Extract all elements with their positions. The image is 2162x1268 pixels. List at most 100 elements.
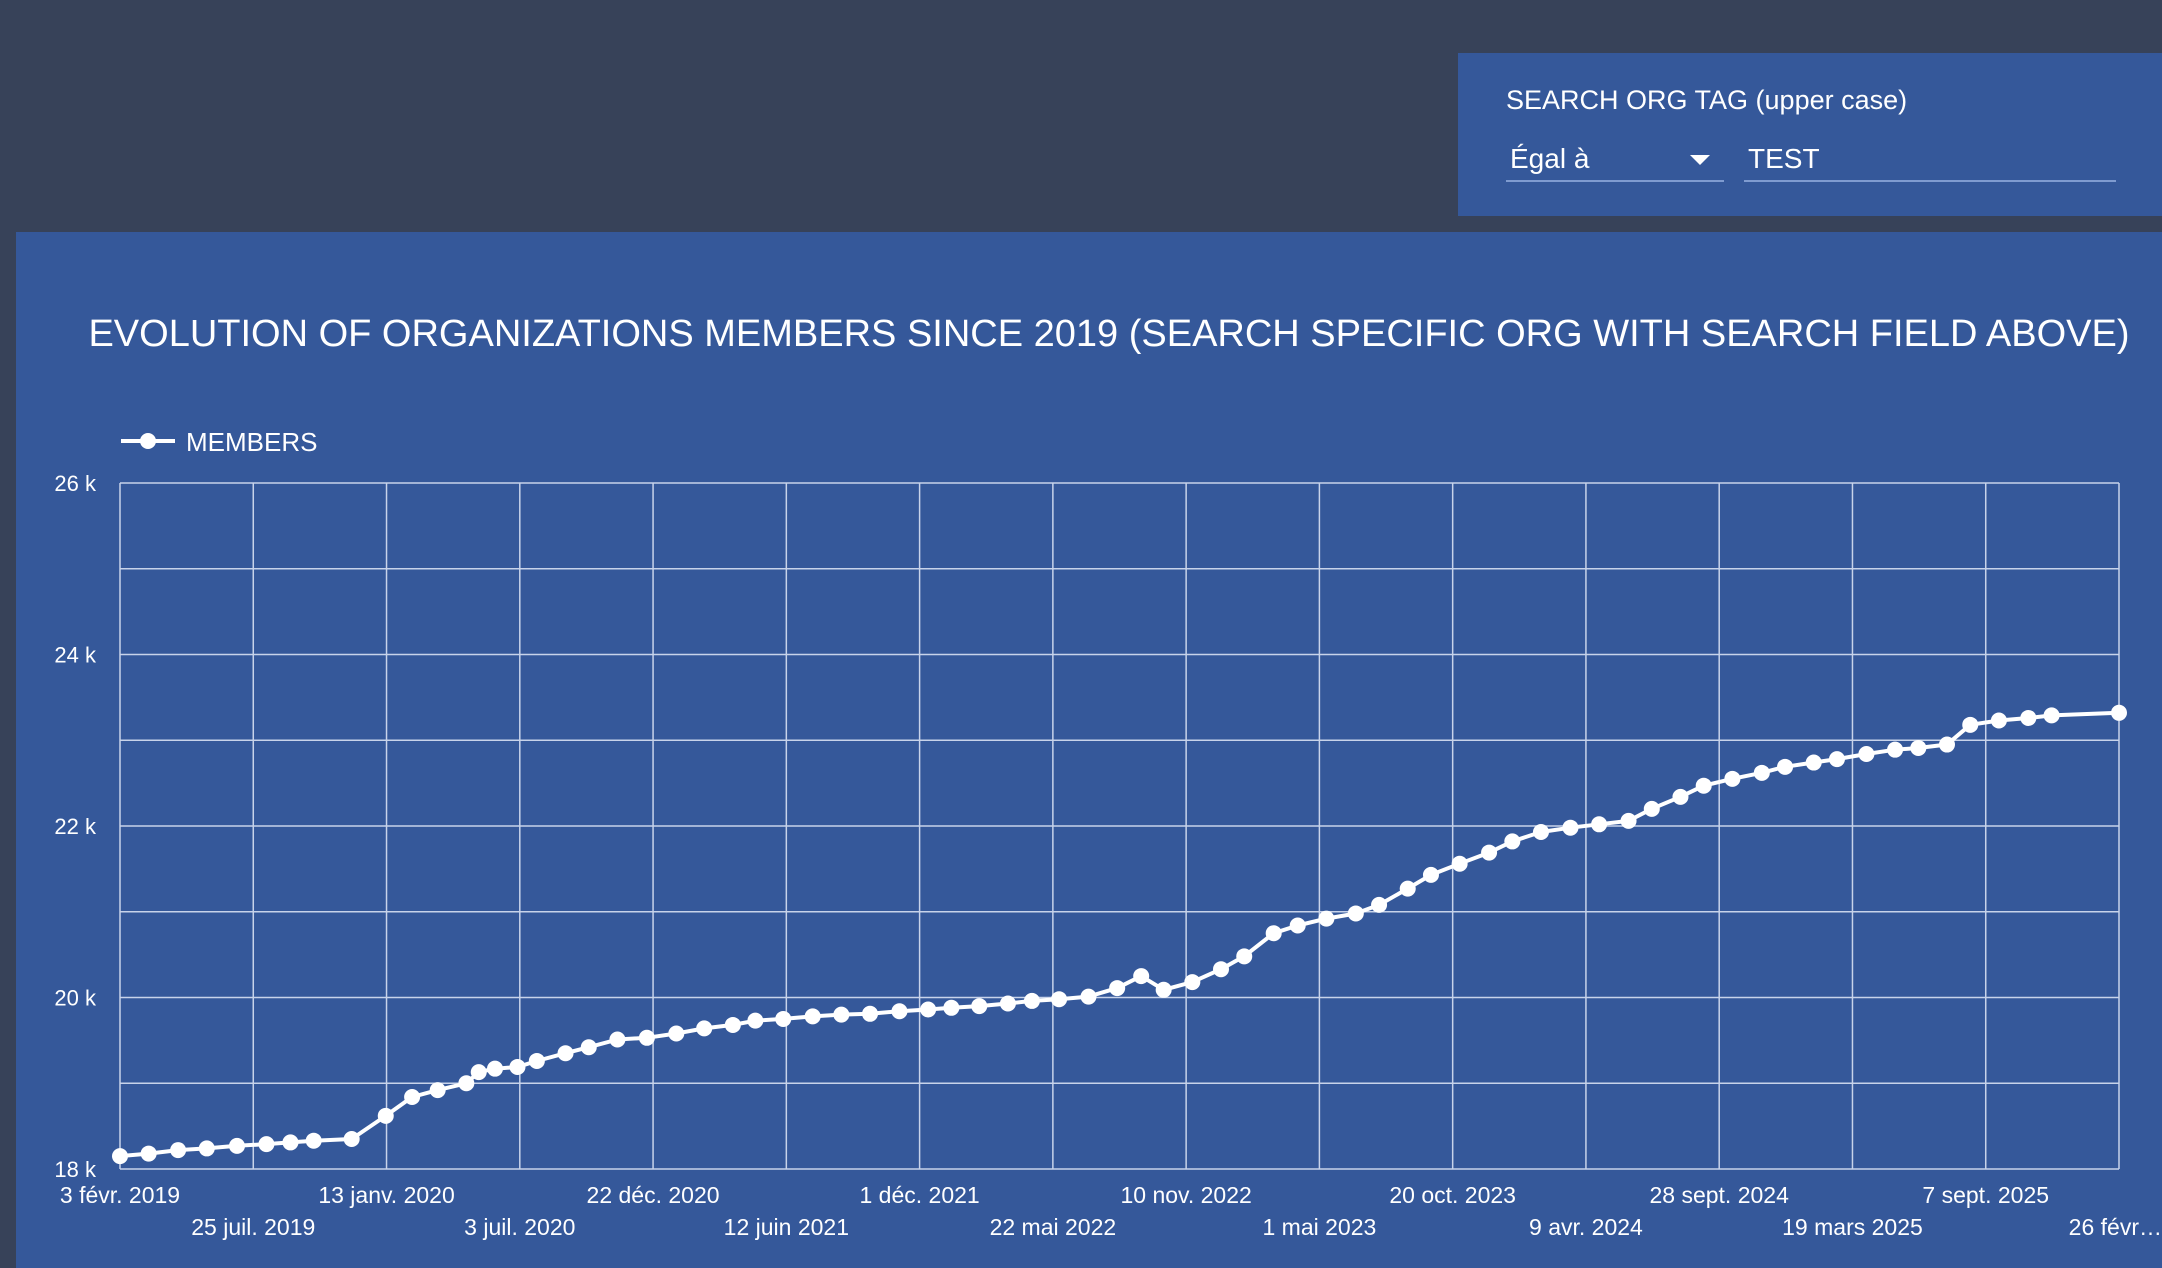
data-point	[668, 1025, 685, 1042]
data-point	[775, 1010, 792, 1027]
data-point	[747, 1012, 764, 1029]
data-point	[1910, 739, 1927, 756]
data-point	[305, 1132, 322, 1149]
data-point	[1777, 758, 1794, 775]
data-point	[1504, 833, 1521, 850]
data-point	[609, 1031, 626, 1048]
series-line-members	[119, 710, 2120, 1159]
x-tick-label: 1 déc. 2021	[859, 1182, 979, 1208]
data-point	[1212, 961, 1229, 978]
y-tick-label: 20 k	[54, 986, 97, 1011]
x-tick-label: 9 avr. 2024	[1529, 1214, 1643, 1240]
data-point	[228, 1137, 245, 1154]
data-point	[1481, 844, 1498, 861]
data-point	[1051, 991, 1068, 1008]
data-point	[1451, 855, 1468, 872]
x-tick-label: 25 juil. 2019	[191, 1214, 315, 1240]
x-tick-label: 19 mars 2025	[1782, 1214, 1923, 1240]
data-point	[1753, 764, 1770, 781]
x-tick-label: 26 févr…	[2069, 1214, 2162, 1240]
data-point	[458, 1075, 475, 1092]
data-point	[1347, 905, 1364, 922]
x-tick-label: 3 févr. 2019	[60, 1182, 180, 1208]
data-point	[1695, 777, 1712, 794]
org-tag-input[interactable]: TEST	[1744, 135, 2116, 182]
data-point	[1318, 910, 1335, 927]
data-point	[1532, 824, 1549, 841]
data-point	[1672, 788, 1689, 805]
data-point	[1805, 754, 1822, 771]
data-point	[377, 1107, 394, 1124]
operator-value: Égal à	[1510, 143, 1590, 174]
data-point	[1184, 974, 1201, 991]
caret-down-icon[interactable]	[1690, 155, 1710, 165]
data-point	[2020, 709, 2037, 726]
data-point	[1023, 992, 1040, 1009]
data-point	[1236, 948, 1253, 965]
x-tick-label: 7 sept. 2025	[1922, 1182, 2049, 1208]
data-point	[920, 1001, 937, 1018]
data-point	[1938, 736, 1955, 753]
x-tick-label: 1 mai 2023	[1262, 1214, 1376, 1240]
filter-control: SEARCH ORG TAG (upper case) Égal à TEST	[1458, 53, 2162, 216]
x-tick-label: 10 nov. 2022	[1120, 1182, 1251, 1208]
data-point	[804, 1008, 821, 1025]
data-point	[999, 995, 1016, 1012]
data-point	[404, 1088, 421, 1105]
data-point	[1962, 716, 1979, 733]
data-point	[1643, 800, 1660, 817]
x-tick-label: 3 juil. 2020	[464, 1214, 575, 1240]
data-point	[343, 1130, 360, 1147]
data-point	[2043, 707, 2060, 724]
data-point	[638, 1029, 655, 1046]
y-tick-label: 24 k	[54, 643, 97, 668]
data-point	[1371, 896, 1388, 913]
data-point	[258, 1136, 275, 1153]
data-point	[891, 1003, 908, 1020]
data-point	[1620, 812, 1637, 829]
data-point	[140, 1145, 157, 1162]
data-point	[112, 1148, 128, 1165]
data-point	[1562, 819, 1579, 836]
data-point	[724, 1016, 741, 1033]
data-point	[943, 999, 960, 1016]
data-point	[170, 1142, 187, 1159]
chart-title: EVOLUTION OF ORGANIZATIONS MEMBERS SINCE…	[88, 313, 2129, 355]
data-point	[1990, 712, 2007, 729]
data-point	[282, 1134, 299, 1151]
data-point	[580, 1039, 597, 1056]
data-point	[470, 1064, 487, 1081]
data-point	[1133, 968, 1150, 985]
x-tick-label: 13 janv. 2020	[318, 1182, 454, 1208]
data-point	[528, 1052, 545, 1069]
data-point	[862, 1005, 879, 1022]
data-point	[696, 1020, 713, 1037]
x-tick-label: 22 déc. 2020	[587, 1182, 720, 1208]
data-point	[1724, 770, 1741, 787]
data-point	[1265, 925, 1282, 942]
data-point	[1080, 988, 1097, 1005]
operator-dropdown[interactable]: Égal à	[1506, 135, 1724, 182]
data-point	[1109, 980, 1126, 997]
data-point	[1858, 745, 1875, 762]
data-point	[487, 1060, 504, 1077]
members-chart-panel: EVOLUTION OF ORGANIZATIONS MEMBERS SINCE…	[16, 232, 2162, 1268]
legend-label: MEMBERS	[186, 427, 317, 457]
data-point	[833, 1006, 850, 1023]
x-tick-label: 28 sept. 2024	[1649, 1182, 1789, 1208]
data-point	[1399, 880, 1416, 897]
data-point	[1887, 741, 1904, 758]
y-tick-label: 26 k	[54, 471, 97, 496]
data-point	[509, 1058, 526, 1075]
legend-marker-icon	[140, 433, 156, 449]
data-point	[1591, 816, 1608, 833]
data-point	[1828, 751, 1845, 768]
org-tag-value: TEST	[1748, 143, 1820, 174]
data-point	[198, 1140, 215, 1157]
filter-label: SEARCH ORG TAG (upper case)	[1506, 85, 1908, 115]
data-point	[429, 1082, 446, 1099]
members-line-chart: EVOLUTION OF ORGANIZATIONS MEMBERS SINCE…	[54, 313, 2162, 1240]
data-point	[971, 998, 988, 1015]
data-point	[1422, 866, 1439, 883]
data-point	[2111, 704, 2127, 721]
